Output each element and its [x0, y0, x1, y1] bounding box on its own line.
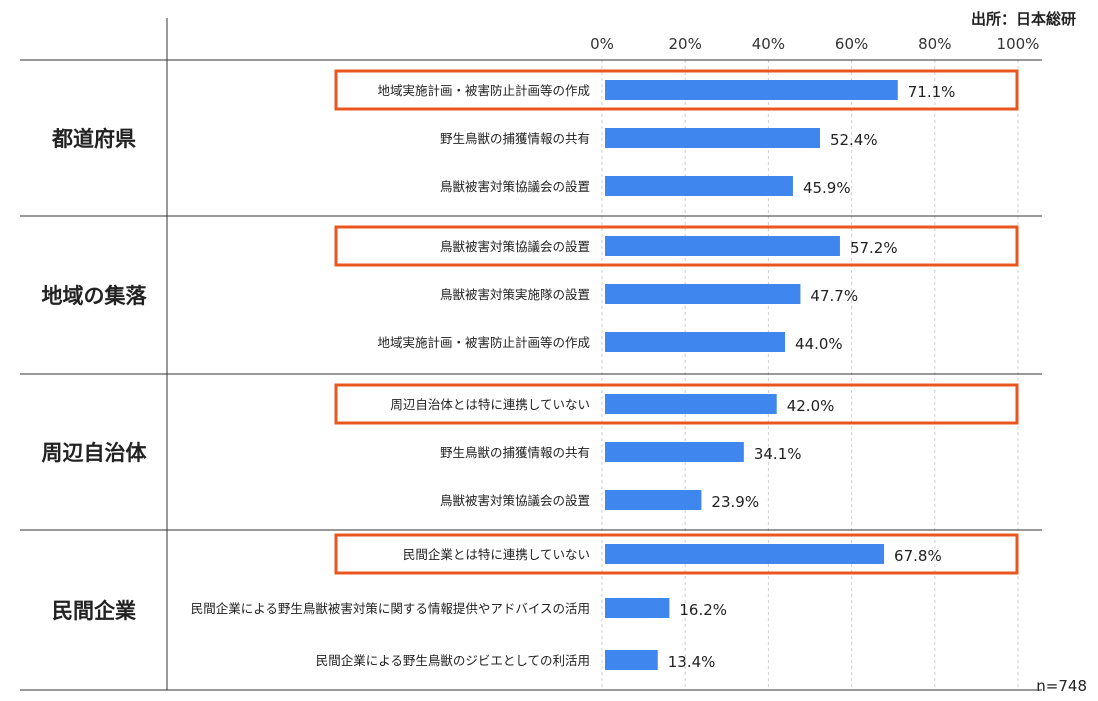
- group-label: 民間企業: [52, 599, 137, 623]
- data-label: 44.0%: [795, 335, 843, 353]
- data-label: 57.2%: [850, 239, 898, 257]
- x-tick-label: 100%: [997, 35, 1040, 53]
- category-label: 民間企業による野生鳥獣被害対策に関する情報提供やアドバイスの活用: [191, 601, 590, 616]
- bar: [605, 176, 793, 196]
- category-label: 野生鳥獣の捕獲情報の共有: [440, 131, 590, 146]
- bar: [605, 394, 777, 414]
- bar: [605, 284, 801, 304]
- x-tick-label: 80%: [918, 35, 951, 53]
- category-label: 鳥獣被害対策協議会の設置: [440, 239, 590, 254]
- group-label: 都道府県: [51, 127, 136, 151]
- highlight-frame: [334, 383, 1019, 425]
- category-label: 民間企業とは特に連携していない: [403, 547, 590, 562]
- source-label: 出所：日本総研: [971, 10, 1076, 28]
- bar: [605, 650, 658, 670]
- bar: [605, 598, 670, 618]
- bar: [605, 490, 702, 510]
- x-tick-label: 0%: [590, 35, 614, 53]
- data-label: 42.0%: [787, 397, 835, 415]
- data-label: 13.4%: [668, 653, 716, 671]
- x-tick-label: 60%: [835, 35, 868, 53]
- category-label: 民間企業による野生鳥獣のジビエとしての利活用: [316, 653, 590, 668]
- bar: [605, 80, 898, 100]
- category-label: 鳥獣被害対策実施隊の設置: [440, 287, 590, 302]
- category-label: 地域実施計画・被害防止計画等の作成: [377, 83, 590, 98]
- bar: [605, 236, 840, 256]
- highlight-frame: [334, 69, 1019, 111]
- x-tick-label: 40%: [752, 35, 785, 53]
- sample-size-label: n=748: [1036, 677, 1087, 695]
- group-label: 地域の集落: [42, 284, 148, 308]
- data-label: 67.8%: [894, 547, 942, 565]
- category-label: 周辺自治体とは特に連携していない: [390, 397, 590, 412]
- bar: [605, 332, 786, 352]
- category-label: 鳥獣被害対策協議会の設置: [440, 179, 590, 194]
- highlight-frame: [334, 225, 1019, 267]
- data-label: 52.4%: [830, 131, 878, 149]
- data-label: 23.9%: [711, 493, 759, 511]
- data-label: 45.9%: [803, 179, 851, 197]
- x-tick-label: 20%: [669, 35, 702, 53]
- data-label: 16.2%: [679, 601, 727, 619]
- data-label: 34.1%: [754, 445, 802, 463]
- bar: [605, 442, 744, 462]
- data-label: 71.1%: [908, 83, 956, 101]
- category-label: 野生鳥獣の捕獲情報の共有: [440, 445, 590, 460]
- bar: [605, 128, 820, 148]
- bar: [605, 544, 885, 564]
- category-label: 鳥獣被害対策協議会の設置: [440, 493, 590, 508]
- data-label: 47.7%: [810, 287, 858, 305]
- category-label: 地域実施計画・被害防止計画等の作成: [377, 335, 590, 350]
- highlight-frame: [334, 533, 1019, 575]
- group-label: 周辺自治体: [42, 441, 148, 465]
